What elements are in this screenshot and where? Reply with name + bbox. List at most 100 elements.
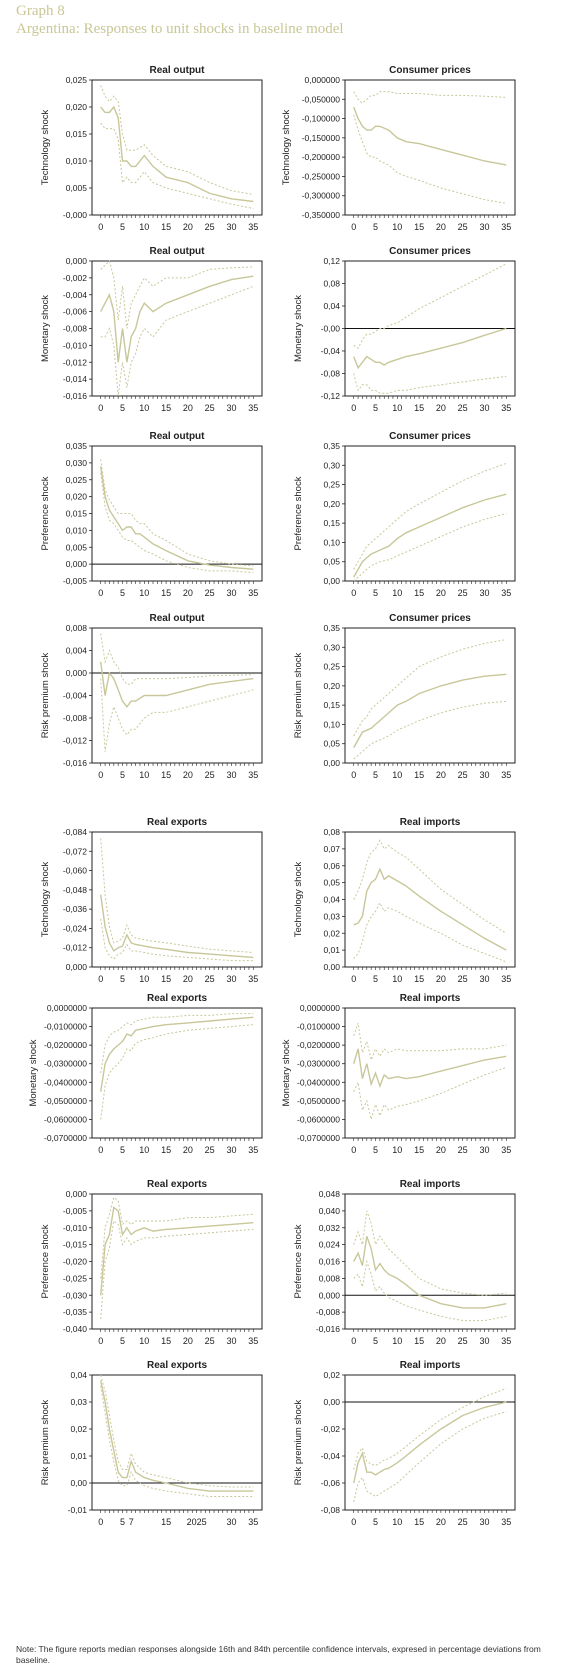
chart-panel-16: Real imports 0,02 0,00 -0,02 -0,04 -0,06 -0,08… <box>293 1360 516 1527</box>
chart-title: Real exports <box>147 1179 207 1190</box>
x-tick-label: 35 <box>501 588 511 598</box>
y-tick-label: -0,006 <box>63 307 87 317</box>
y-tick-label: 0,040 <box>319 1206 341 1216</box>
x-tick-label: 15 <box>414 1336 424 1346</box>
y-axis-label: Preference shock <box>40 476 51 550</box>
plot-frame <box>91 445 263 582</box>
y-tick-label: 0,05 <box>323 739 340 749</box>
x-tick-label: 25 <box>458 403 468 413</box>
y-tick-label: -0,024 <box>63 923 87 933</box>
y-axis-label: Monetary shock <box>40 295 51 362</box>
x-tick-label: 15 <box>161 403 171 413</box>
x-tick-label: 10 <box>139 1145 149 1155</box>
chart-title: Real imports <box>400 1179 461 1190</box>
x-tick-label: 15 <box>161 974 171 984</box>
y-tick-label: -0,0500000 <box>297 1096 340 1106</box>
y-tick-label: 0,04 <box>323 895 340 905</box>
y-tick-label: -0,005 <box>63 576 87 586</box>
lower-band-line <box>100 472 254 574</box>
y-tick-label: -0,072 <box>63 846 87 856</box>
y-tick-label: -0,250000 <box>302 171 341 181</box>
x-tick-label: 5 <box>373 1336 378 1346</box>
y-tick-label: -0,12 <box>321 391 341 401</box>
chart-title: Real imports <box>400 993 461 1004</box>
y-axis-label: Monetary shock <box>281 1039 292 1106</box>
figure-header: Graph 8 Argentina: Responses to unit sho… <box>16 2 564 38</box>
y-axis-label: Technology shock <box>40 109 51 185</box>
x-tick-label: 0 <box>98 222 103 232</box>
y-tick-label: 0,00 <box>323 758 340 768</box>
x-tick-label: 30 <box>226 1517 236 1527</box>
median-line <box>353 867 507 951</box>
median-line <box>100 466 254 570</box>
plot-frame <box>344 1007 516 1139</box>
upper-band-line <box>100 85 254 195</box>
chart-title: Consumer prices <box>389 431 471 442</box>
y-tick-label: -0,004 <box>63 290 87 300</box>
upper-band-line <box>353 462 507 570</box>
lower-band-line <box>100 918 254 962</box>
lower-band-line <box>353 1259 507 1322</box>
lower-band-line <box>100 285 254 397</box>
y-tick-label: 0,20 <box>323 499 340 509</box>
y-axis-label: Risk premium shock <box>40 652 51 738</box>
x-tick-label: 10 <box>139 1336 149 1346</box>
plot-frame <box>91 627 263 764</box>
lower-band-line <box>353 1411 507 1503</box>
median-line <box>100 661 254 708</box>
x-tick-label: 25 <box>458 588 468 598</box>
x-tick-label: 15 <box>161 1336 171 1346</box>
median-line <box>353 1235 507 1309</box>
x-tick-label: 30 <box>479 222 489 232</box>
chart-title: Consumer prices <box>389 65 471 76</box>
y-tick-label: -0,0600000 <box>297 1114 340 1124</box>
x-tick-label: 30 <box>479 770 489 780</box>
x-tick-label: 20 <box>436 1517 446 1527</box>
x-tick-label: 35 <box>501 770 511 780</box>
x-tick-label: 15 <box>414 588 424 598</box>
median-line <box>100 1016 254 1092</box>
x-tick-label: 30 <box>479 974 489 984</box>
x-tick-label: 5 <box>373 1517 378 1527</box>
x-tick-label: 30 <box>226 1145 236 1155</box>
y-tick-label: 0,010 <box>66 525 88 535</box>
x-tick-label: 10 <box>139 222 149 232</box>
chart-title: Real output <box>150 65 206 76</box>
x-tick-label: 35 <box>248 974 258 984</box>
chart-panel-7: Real output 0,008 0,004 0,000 -0,004 -0,008 -0… <box>40 613 263 780</box>
plot-frame <box>91 1193 263 1330</box>
x-tick-label: 10 <box>139 588 149 598</box>
y-tick-label: -0,008 <box>63 324 87 334</box>
chart-title: Real exports <box>147 1360 207 1371</box>
y-tick-label: -0,0700000 <box>297 1133 340 1143</box>
y-tick-label: -0,01 <box>68 1505 88 1515</box>
x-tick-label: 0 <box>98 770 103 780</box>
y-tick-label: -0,084 <box>63 827 87 837</box>
chart-title: Real exports <box>147 817 207 828</box>
plot-frame <box>91 1007 263 1139</box>
graph-title: Argentina: Responses to unit shocks in b… <box>16 21 344 37</box>
y-tick-label: -0,0300000 <box>44 1059 87 1069</box>
x-tick-label: 5 <box>120 1336 125 1346</box>
y-tick-label: -0,008 <box>316 1307 340 1317</box>
y-tick-label: -0,04 <box>321 1451 341 1461</box>
y-tick-label: 0,005 <box>66 183 88 193</box>
y-tick-label: -0,010 <box>63 340 87 350</box>
lower-band-line <box>100 678 254 752</box>
y-tick-label: -0,012 <box>63 736 87 746</box>
x-tick-label: 0 <box>351 1336 356 1346</box>
chart-title: Real output <box>150 431 206 442</box>
x-tick-label: 35 <box>501 1336 511 1346</box>
x-tick-label: 5 <box>120 403 125 413</box>
y-tick-label: -0,048 <box>63 885 87 895</box>
y-tick-label: -0,200000 <box>302 152 341 162</box>
upper-band-line <box>100 1196 254 1279</box>
lower-band-line <box>353 114 507 204</box>
x-tick-label: 25 <box>205 403 215 413</box>
x-tick-label: 35 <box>248 770 258 780</box>
chart-panel-12: Real imports 0,0000000 -0,0100000 -0,020000… <box>281 993 516 1155</box>
chart-title: Real imports <box>400 817 461 828</box>
x-tick-label: 25 <box>205 222 215 232</box>
y-tick-label: 0,008 <box>319 1273 341 1283</box>
chart-panel-1: Real output 0,025 0,020 0,015 0,010 0,005 -0,0… <box>40 65 263 232</box>
